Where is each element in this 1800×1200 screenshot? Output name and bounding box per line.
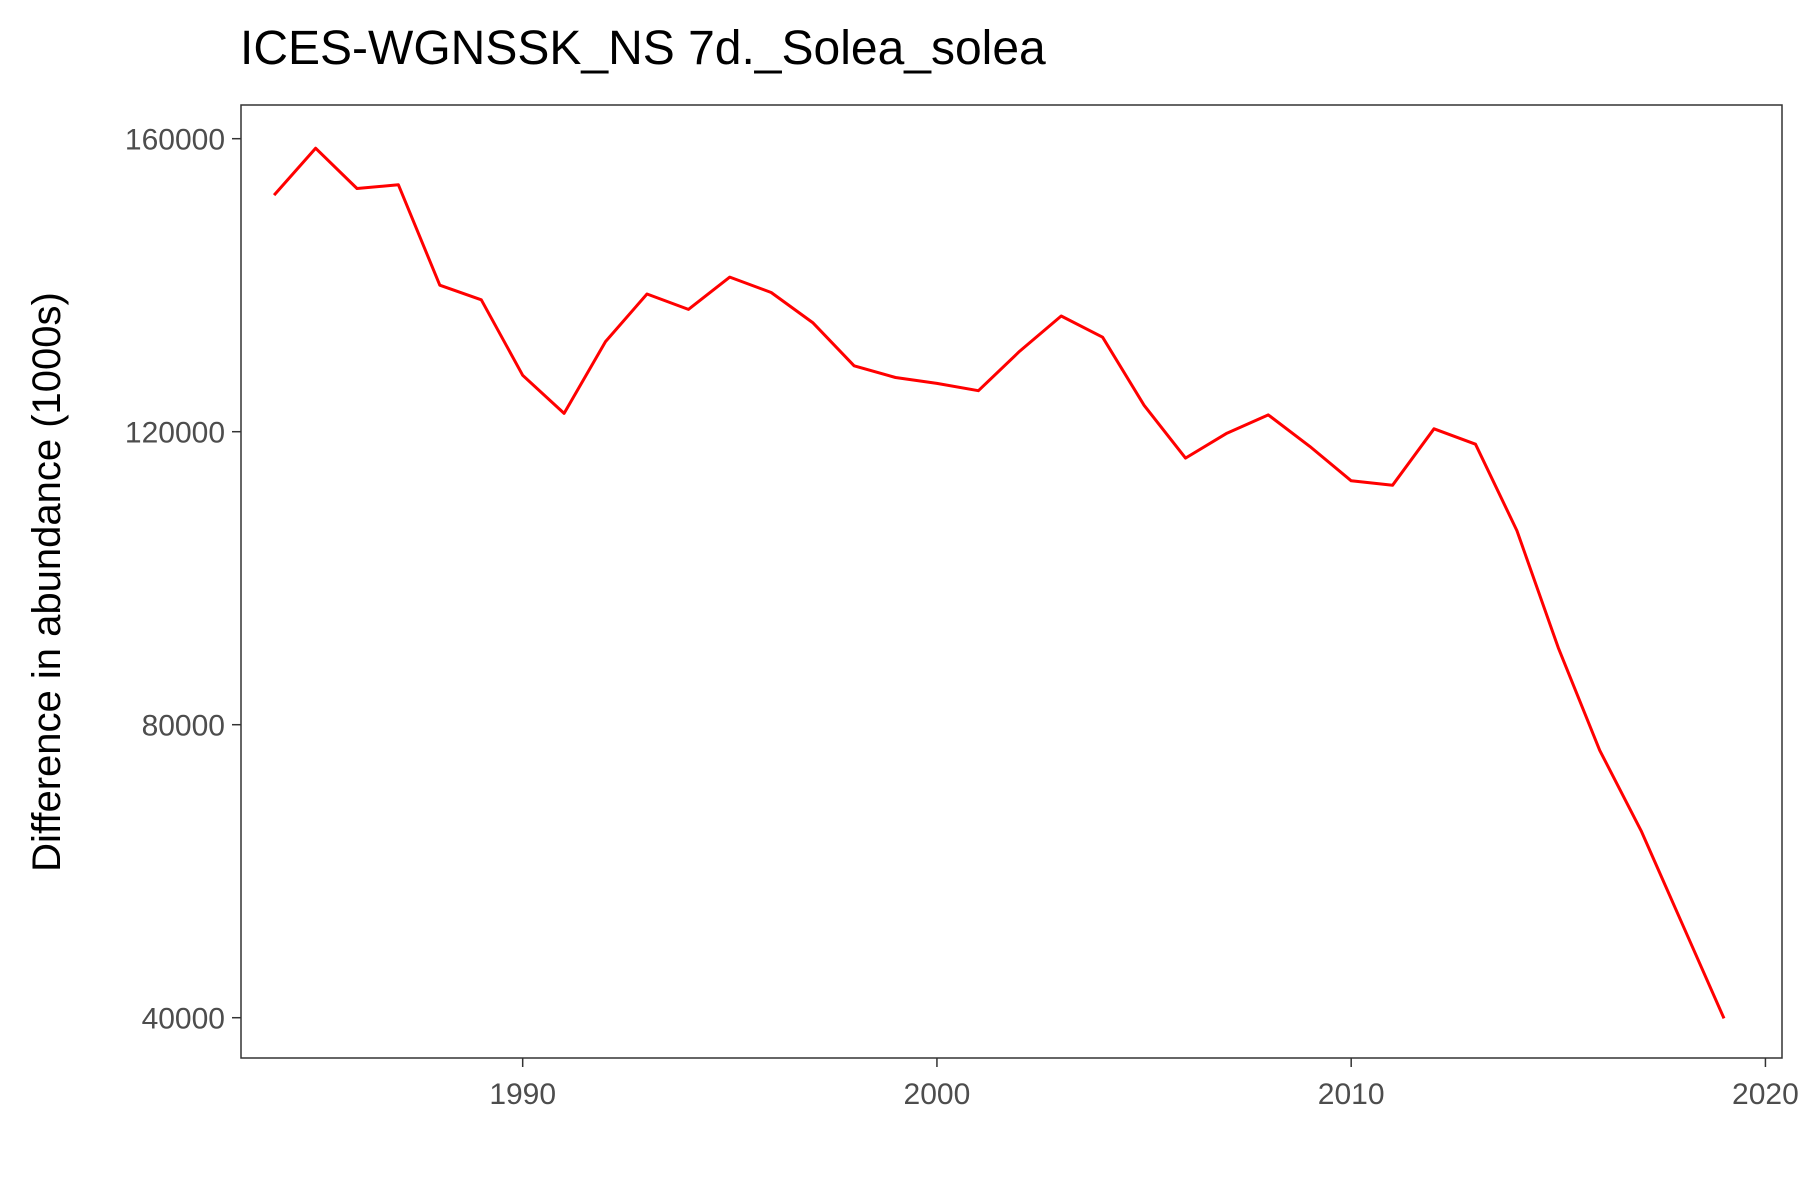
plot-panel (240, 104, 1783, 1059)
x-tick-label: 2000 (904, 1078, 971, 1111)
abundance-line (272, 146, 1726, 1020)
x-tick-label: 1990 (489, 1078, 556, 1111)
y-tick-label: 160000 (125, 124, 225, 157)
x-tick-label: 2010 (1318, 1078, 1385, 1111)
chart-title: ICES-WGNSSK_NS 7d._Solea_solea (240, 22, 1046, 75)
x-tick-label: 2020 (1732, 1078, 1799, 1111)
y-tick-label: 120000 (125, 417, 225, 450)
y-axis: 40000 80000 120000 160000 (125, 124, 241, 1036)
y-axis-label: Difference in abundance (1000s) (25, 292, 69, 872)
x-axis: 1990 2000 2010 2020 (489, 1058, 1799, 1111)
y-tick-label: 40000 (142, 1003, 225, 1036)
y-tick-label: 80000 (142, 710, 225, 743)
